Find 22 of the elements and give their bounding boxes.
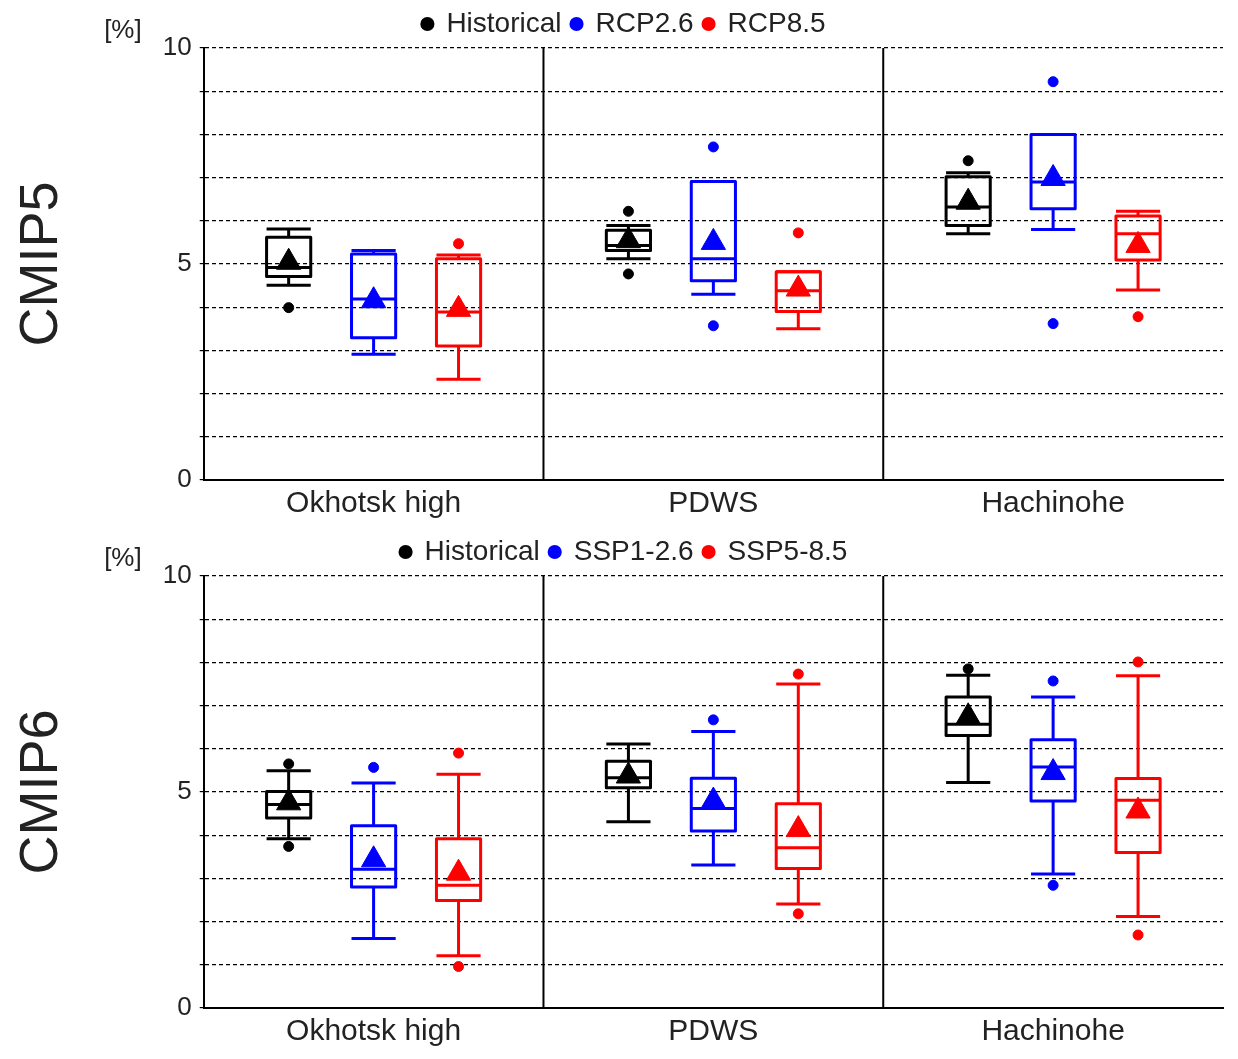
y-axis-title: CMIP6 <box>8 709 69 875</box>
y-tick-label: 10 <box>162 559 192 590</box>
x-tick-label: Hachinohe <box>981 485 1125 519</box>
legend-label: SSP1-2.6 <box>573 534 694 566</box>
text: [%] <box>104 542 142 573</box>
x-tick-label: Hachinohe <box>981 1013 1125 1047</box>
x-tick-label: Okhotsk high <box>286 485 462 519</box>
legend-label: RCP8.5 <box>727 6 826 38</box>
legend-label: Historical <box>446 6 562 38</box>
y-tick-label: 5 <box>177 247 192 278</box>
legend-label: SSP5-8.5 <box>727 534 848 566</box>
y-axis-title: CMIP5 <box>8 181 69 347</box>
y-tick-label: 0 <box>177 991 192 1022</box>
legend-label: RCP2.6 <box>595 6 694 38</box>
legend-label: Historical <box>424 534 540 566</box>
text: [%] <box>104 14 142 45</box>
y-tick-label: 10 <box>162 31 192 62</box>
x-tick-label: PDWS <box>668 1013 759 1047</box>
x-tick-label: PDWS <box>668 485 759 519</box>
y-tick-label: 5 <box>177 775 192 806</box>
y-tick-label: 0 <box>177 463 192 494</box>
x-tick-label: Okhotsk high <box>286 1013 462 1047</box>
